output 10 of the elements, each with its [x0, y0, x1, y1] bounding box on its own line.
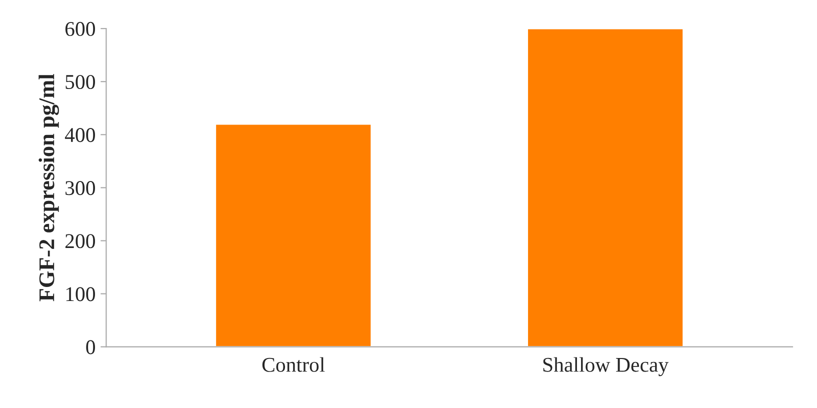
- x-tick-label: Shallow Decay: [543, 357, 669, 376]
- y-tick-label: 600: [65, 22, 95, 36]
- y-tick-label: 500: [66, 74, 95, 90]
- y-tick-label: 200: [65, 234, 95, 248]
- y-tick-label: 300: [66, 181, 95, 196]
- x-tick-label: Control: [262, 357, 325, 372]
- y-tick-label: 0: [86, 340, 95, 354]
- y-tick-label: 100: [66, 287, 95, 302]
- y-tick-label: 400: [64, 128, 95, 142]
- y-axis-title: FGF-2 expression pg/ml: [38, 74, 59, 302]
